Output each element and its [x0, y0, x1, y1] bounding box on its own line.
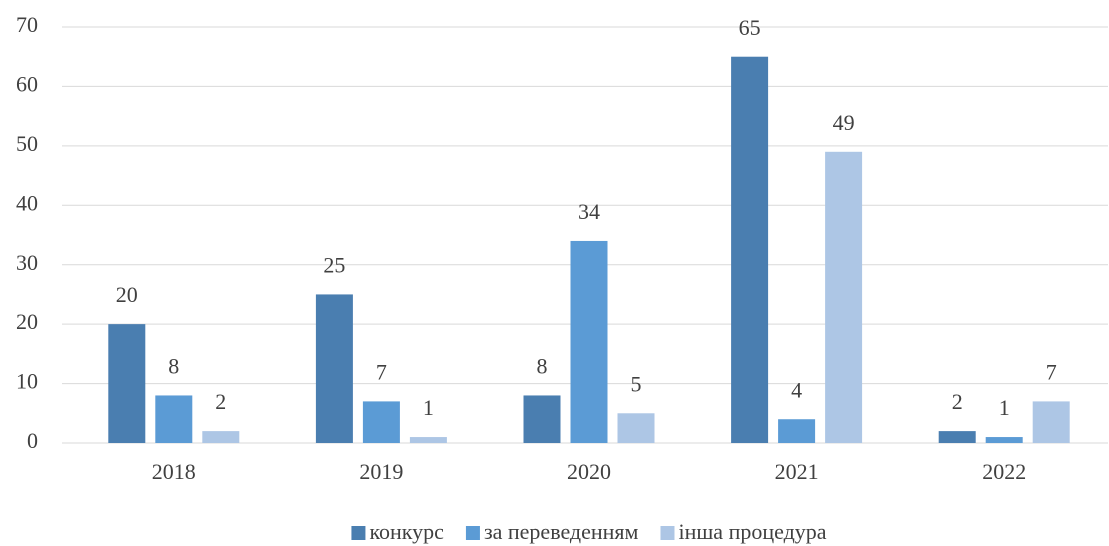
x-tick-label: 2020 [567, 459, 611, 484]
bar [617, 413, 655, 443]
bar [409, 437, 447, 443]
data-label: 25 [323, 252, 345, 277]
y-tick-label: 20 [16, 309, 38, 334]
data-label: 49 [833, 110, 855, 135]
y-tick-label: 60 [16, 71, 38, 96]
data-label: 8 [537, 354, 548, 379]
data-label: 2 [952, 389, 963, 414]
data-label: 8 [168, 354, 179, 379]
data-label: 20 [116, 282, 138, 307]
legend-swatch [660, 526, 675, 540]
y-tick-label: 10 [16, 369, 38, 394]
y-tick-label: 40 [16, 190, 38, 215]
bar [985, 437, 1023, 443]
bar [731, 56, 769, 443]
data-label: 5 [631, 371, 642, 396]
legend-label: інша процедура [678, 519, 826, 544]
x-tick-label: 2022 [982, 459, 1026, 484]
data-label: 4 [791, 377, 802, 402]
bar [315, 294, 353, 443]
x-tick-label: 2018 [152, 459, 196, 484]
bar [108, 324, 146, 443]
x-tick-label: 2019 [359, 459, 403, 484]
bar [523, 395, 561, 443]
data-label: 1 [423, 395, 434, 420]
legend-label: за переведенням [484, 519, 639, 544]
data-label: 65 [739, 15, 761, 40]
bar [362, 401, 400, 443]
bar [778, 419, 816, 443]
data-label: 2 [215, 389, 226, 414]
bar [825, 151, 863, 444]
legend-swatch [465, 526, 480, 540]
bar [938, 431, 976, 443]
data-label: 7 [1046, 359, 1057, 384]
legend: конкурс за переведенням інша процедура [351, 519, 827, 544]
bar [570, 240, 608, 443]
data-label: 34 [578, 199, 600, 224]
legend-swatch [351, 526, 366, 540]
y-tick-label: 30 [16, 250, 38, 275]
y-tick-label: 70 [16, 12, 38, 37]
y-tick-label: 0 [27, 428, 38, 453]
legend-label: конкурс [369, 519, 444, 544]
x-tick-label: 2021 [775, 459, 819, 484]
bar [155, 395, 193, 443]
data-label: 1 [999, 395, 1010, 420]
data-label: 7 [376, 359, 387, 384]
y-tick-label: 50 [16, 131, 38, 156]
bar [1032, 401, 1070, 443]
bar [202, 431, 240, 443]
